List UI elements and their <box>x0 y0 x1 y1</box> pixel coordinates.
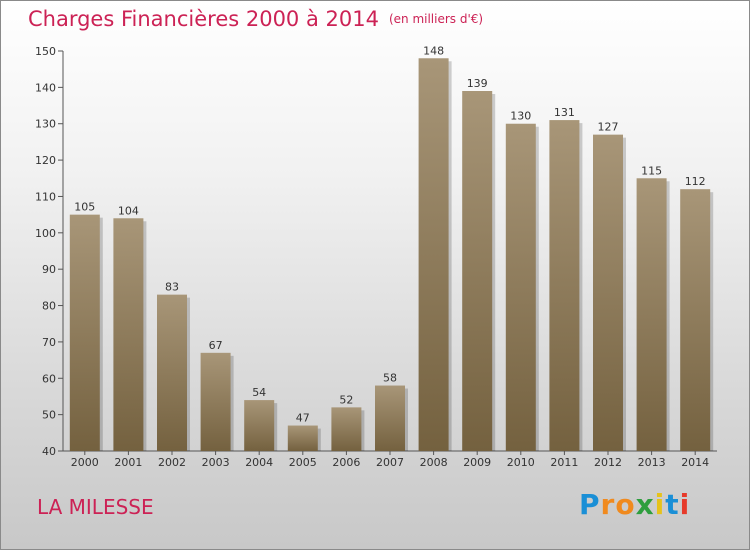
bar <box>680 189 711 451</box>
bar-value-label: 58 <box>383 372 397 385</box>
chart-title-block: Charges Financières 2000 à 2014 (en milli… <box>28 7 483 31</box>
bar <box>462 91 493 451</box>
x-tick-label: 2008 <box>420 456 448 469</box>
bar <box>331 407 362 451</box>
bar-value-label: 148 <box>423 44 444 57</box>
bar-value-label: 83 <box>165 281 179 294</box>
chart-subtitle: (en milliers d'€) <box>388 12 484 26</box>
logo-letter: x <box>635 488 655 521</box>
logo-letter: t <box>665 488 680 521</box>
bar-value-label: 105 <box>74 201 95 214</box>
location-label: LA MILESSE <box>37 495 154 519</box>
logo-letter: i <box>654 488 666 521</box>
x-tick-label: 2004 <box>245 456 273 469</box>
bar-value-label: 127 <box>598 121 619 134</box>
bar-value-label: 52 <box>339 393 353 406</box>
y-tick-label: 80 <box>42 300 56 313</box>
y-tick-label: 110 <box>35 190 56 203</box>
bar <box>505 123 536 452</box>
proxiti-logo: Proxiti <box>579 488 690 521</box>
y-tick-label: 50 <box>42 409 56 422</box>
bar <box>244 400 275 451</box>
y-tick-label: 100 <box>35 227 56 240</box>
bar <box>636 178 667 452</box>
x-tick-label: 2001 <box>114 456 142 469</box>
bar <box>69 214 100 451</box>
x-tick-label: 2007 <box>376 456 404 469</box>
y-tick-label: 150 <box>35 45 56 58</box>
logo-letter: i <box>679 488 691 521</box>
bar <box>375 385 405 451</box>
x-tick-label: 2013 <box>638 456 666 469</box>
bar-value-label: 131 <box>554 106 575 119</box>
y-tick-label: 40 <box>42 445 56 458</box>
bar-value-label: 104 <box>118 204 139 217</box>
bar <box>200 352 231 451</box>
y-tick-label: 130 <box>35 118 56 131</box>
bar-value-label: 130 <box>510 110 531 123</box>
bar <box>549 120 580 451</box>
bar-value-label: 54 <box>252 386 266 399</box>
bar <box>593 134 623 452</box>
bar <box>287 425 318 451</box>
y-tick-label: 90 <box>42 263 56 276</box>
x-tick-label: 2005 <box>289 456 317 469</box>
x-tick-label: 2000 <box>71 456 99 469</box>
bar <box>113 218 144 451</box>
bar <box>418 58 449 451</box>
x-tick-label: 2010 <box>507 456 535 469</box>
x-tick-label: 2006 <box>332 456 360 469</box>
bar-value-label: 115 <box>641 164 662 177</box>
logo-letter: o <box>615 488 636 521</box>
y-tick-label: 140 <box>35 81 56 94</box>
x-tick-label: 2014 <box>681 456 709 469</box>
x-tick-label: 2009 <box>463 456 491 469</box>
bar-value-label: 139 <box>467 77 488 90</box>
bar-value-label: 47 <box>296 412 310 425</box>
logo-letter: r <box>600 488 616 521</box>
bar-value-label: 112 <box>685 175 706 188</box>
chart-title: Charges Financières 2000 à 2014 <box>28 7 379 31</box>
y-tick-label: 60 <box>42 372 56 385</box>
x-tick-label: 2012 <box>594 456 622 469</box>
logo-letter: P <box>579 488 601 521</box>
y-tick-label: 70 <box>42 336 56 349</box>
y-tick-label: 120 <box>35 154 56 167</box>
x-tick-label: 2003 <box>202 456 230 469</box>
bar-value-label: 67 <box>209 339 223 352</box>
x-tick-label: 2011 <box>550 456 578 469</box>
bar <box>157 294 187 451</box>
x-tick-label: 2002 <box>158 456 186 469</box>
